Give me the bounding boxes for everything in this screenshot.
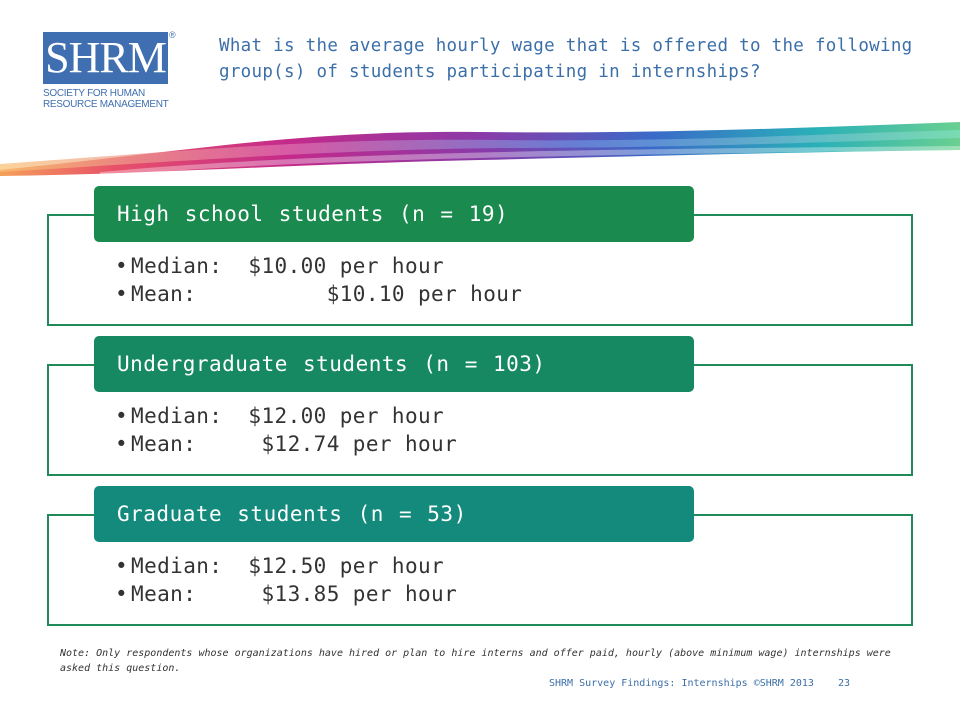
logo-subtitle-line1: SOCIETY FOR HUMAN <box>43 88 145 99</box>
slide-footer: SHRM Survey Findings: Internships ©SHRM … <box>549 678 851 689</box>
bullet-list: Median: $10.00 per hour Mean: $10.10 per… <box>115 252 522 308</box>
group-high-school: High school students (n = 19) Median: $1… <box>47 186 913 326</box>
bullet-list: Median: $12.50 per hour Mean: $13.85 per… <box>115 552 457 608</box>
group-header: Undergraduate students (n = 103) <box>94 336 694 392</box>
logo-subtitle-line2: RESOURCE MANAGEMENT <box>43 99 169 110</box>
group-graduate: Graduate students (n = 53) Median: $12.5… <box>47 486 913 626</box>
footnote: Note: Only respondents whose organizatio… <box>60 648 891 674</box>
decorative-ribbon <box>0 122 960 176</box>
registered-mark: ® <box>169 30 176 40</box>
group-header: Graduate students (n = 53) <box>94 486 694 542</box>
group-undergraduate: Undergraduate students (n = 103) Median:… <box>47 336 913 476</box>
median-line: Median: $10.00 per hour <box>115 252 522 280</box>
logo-mark: SHRM <box>43 32 168 84</box>
mean-line: Mean: $13.85 per hour <box>115 580 457 608</box>
median-line: Median: $12.00 per hour <box>115 402 457 430</box>
shrm-logo: SHRM ® SOCIETY FOR HUMAN RESOURCE MANAGE… <box>43 30 177 112</box>
mean-line: Mean: $12.74 per hour <box>115 430 457 458</box>
median-line: Median: $12.50 per hour <box>115 552 457 580</box>
logo-subtitle: SOCIETY FOR HUMAN RESOURCE MANAGEMENT <box>43 88 183 110</box>
question-title: What is the average hourly wage that is … <box>219 36 913 82</box>
group-header: High school students (n = 19) <box>94 186 694 242</box>
bullet-list: Median: $12.00 per hour Mean: $12.74 per… <box>115 402 457 458</box>
mean-line: Mean: $10.10 per hour <box>115 280 522 308</box>
